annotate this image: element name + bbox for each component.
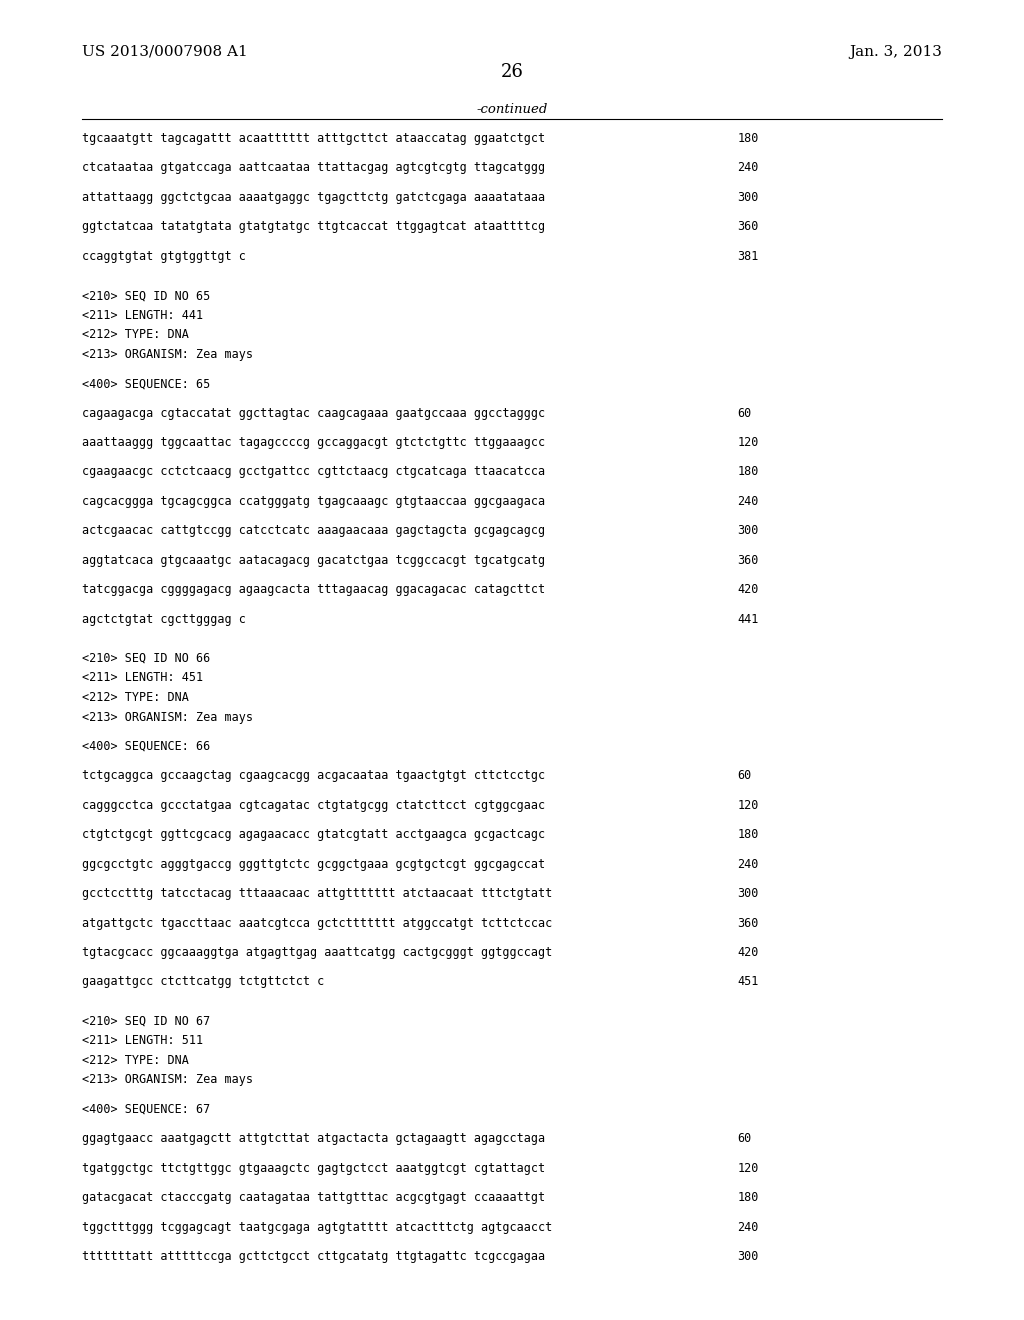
Text: <210> SEQ ID NO 65: <210> SEQ ID NO 65 xyxy=(82,289,210,302)
Text: 240: 240 xyxy=(737,161,759,174)
Text: Jan. 3, 2013: Jan. 3, 2013 xyxy=(849,45,942,59)
Text: 360: 360 xyxy=(737,220,759,234)
Text: tgcaaatgtt tagcagattt acaatttttt atttgcttct ataaccatag ggaatctgct: tgcaaatgtt tagcagattt acaatttttt atttgct… xyxy=(82,132,545,145)
Text: <210> SEQ ID NO 67: <210> SEQ ID NO 67 xyxy=(82,1015,210,1028)
Text: 60: 60 xyxy=(737,407,752,420)
Text: <400> SEQUENCE: 65: <400> SEQUENCE: 65 xyxy=(82,378,210,391)
Text: 26: 26 xyxy=(501,63,523,82)
Text: 60: 60 xyxy=(737,1133,752,1146)
Text: tggctttggg tcggagcagt taatgcgaga agtgtatttt atcactttctg agtgcaacct: tggctttggg tcggagcagt taatgcgaga agtgtat… xyxy=(82,1221,552,1234)
Text: <213> ORGANISM: Zea mays: <213> ORGANISM: Zea mays xyxy=(82,710,253,723)
Text: attattaagg ggctctgcaa aaaatgaggc tgagcttctg gatctcgaga aaaatataaa: attattaagg ggctctgcaa aaaatgaggc tgagctt… xyxy=(82,191,545,203)
Text: atgattgctc tgaccttaac aaatcgtcca gctcttttttt atggccatgt tcttctccac: atgattgctc tgaccttaac aaatcgtcca gctcttt… xyxy=(82,916,552,929)
Text: 360: 360 xyxy=(737,553,759,566)
Text: ctgtctgcgt ggttcgcacg agagaacacc gtatcgtatt acctgaagca gcgactcagc: ctgtctgcgt ggttcgcacg agagaacacc gtatcgt… xyxy=(82,828,545,841)
Text: -continued: -continued xyxy=(476,103,548,116)
Text: 120: 120 xyxy=(737,1162,759,1175)
Text: tgtacgcacc ggcaaaggtga atgagttgag aaattcatgg cactgcgggt ggtggccagt: tgtacgcacc ggcaaaggtga atgagttgag aaattc… xyxy=(82,946,552,960)
Text: 451: 451 xyxy=(737,975,759,989)
Text: 381: 381 xyxy=(737,249,759,263)
Text: ggagtgaacc aaatgagctt attgtcttat atgactacta gctagaagtt agagcctaga: ggagtgaacc aaatgagctt attgtcttat atgacta… xyxy=(82,1133,545,1146)
Text: tatcggacga cggggagacg agaagcacta tttagaacag ggacagacac catagcttct: tatcggacga cggggagacg agaagcacta tttagaa… xyxy=(82,583,545,597)
Text: tctgcaggca gccaagctag cgaagcacgg acgacaataa tgaactgtgt cttctcctgc: tctgcaggca gccaagctag cgaagcacgg acgacaa… xyxy=(82,770,545,783)
Text: <211> LENGTH: 441: <211> LENGTH: 441 xyxy=(82,309,203,322)
Text: aaattaaggg tggcaattac tagagccccg gccaggacgt gtctctgttc ttggaaagcc: aaattaaggg tggcaattac tagagccccg gccagga… xyxy=(82,436,545,449)
Text: 60: 60 xyxy=(737,770,752,783)
Text: gatacgacat ctacccgatg caatagataa tattgtttac acgcgtgagt ccaaaattgt: gatacgacat ctacccgatg caatagataa tattgtt… xyxy=(82,1191,545,1204)
Text: aggtatcaca gtgcaaatgc aatacagacg gacatctgaa tcggccacgt tgcatgcatg: aggtatcaca gtgcaaatgc aatacagacg gacatct… xyxy=(82,553,545,566)
Text: cgaagaacgc cctctcaacg gcctgattcc cgttctaacg ctgcatcaga ttaacatcca: cgaagaacgc cctctcaacg gcctgattcc cgttcta… xyxy=(82,466,545,478)
Text: ccaggtgtat gtgtggttgt c: ccaggtgtat gtgtggttgt c xyxy=(82,249,246,263)
Text: <211> LENGTH: 511: <211> LENGTH: 511 xyxy=(82,1035,203,1047)
Text: 180: 180 xyxy=(737,132,759,145)
Text: 360: 360 xyxy=(737,916,759,929)
Text: ggtctatcaa tatatgtata gtatgtatgc ttgtcaccat ttggagtcat ataattttcg: ggtctatcaa tatatgtata gtatgtatgc ttgtcac… xyxy=(82,220,545,234)
Text: actcgaacac cattgtccgg catcctcatc aaagaacaaa gagctagcta gcgagcagcg: actcgaacac cattgtccgg catcctcatc aaagaac… xyxy=(82,524,545,537)
Text: ggcgcctgtc agggtgaccg gggttgtctc gcggctgaaa gcgtgctcgt ggcgagccat: ggcgcctgtc agggtgaccg gggttgtctc gcggctg… xyxy=(82,858,545,871)
Text: 300: 300 xyxy=(737,1250,759,1263)
Text: 120: 120 xyxy=(737,799,759,812)
Text: ctcataataa gtgatccaga aattcaataa ttattacgag agtcgtcgtg ttagcatggg: ctcataataa gtgatccaga aattcaataa ttattac… xyxy=(82,161,545,174)
Text: tttttttatt atttttccga gcttctgcct cttgcatatg ttgtagattc tcgccgagaa: tttttttatt atttttccga gcttctgcct cttgcat… xyxy=(82,1250,545,1263)
Text: 240: 240 xyxy=(737,495,759,508)
Text: US 2013/0007908 A1: US 2013/0007908 A1 xyxy=(82,45,248,59)
Text: <210> SEQ ID NO 66: <210> SEQ ID NO 66 xyxy=(82,652,210,665)
Text: 180: 180 xyxy=(737,1191,759,1204)
Text: cagaagacga cgtaccatat ggcttagtac caagcagaaa gaatgccaaa ggcctagggc: cagaagacga cgtaccatat ggcttagtac caagcag… xyxy=(82,407,545,420)
Text: 420: 420 xyxy=(737,583,759,597)
Text: cagcacggga tgcagcggca ccatgggatg tgagcaaagc gtgtaaccaa ggcgaagaca: cagcacggga tgcagcggca ccatgggatg tgagcaa… xyxy=(82,495,545,508)
Text: <213> ORGANISM: Zea mays: <213> ORGANISM: Zea mays xyxy=(82,1073,253,1086)
Text: 180: 180 xyxy=(737,466,759,478)
Text: 120: 120 xyxy=(737,436,759,449)
Text: agctctgtat cgcttgggag c: agctctgtat cgcttgggag c xyxy=(82,612,246,626)
Text: <212> TYPE: DNA: <212> TYPE: DNA xyxy=(82,690,188,704)
Text: 240: 240 xyxy=(737,858,759,871)
Text: 300: 300 xyxy=(737,524,759,537)
Text: 180: 180 xyxy=(737,828,759,841)
Text: gaagattgcc ctcttcatgg tctgttctct c: gaagattgcc ctcttcatgg tctgttctct c xyxy=(82,975,325,989)
Text: 420: 420 xyxy=(737,946,759,960)
Text: <213> ORGANISM: Zea mays: <213> ORGANISM: Zea mays xyxy=(82,347,253,360)
Text: <212> TYPE: DNA: <212> TYPE: DNA xyxy=(82,329,188,341)
Text: 300: 300 xyxy=(737,887,759,900)
Text: <400> SEQUENCE: 67: <400> SEQUENCE: 67 xyxy=(82,1102,210,1115)
Text: cagggcctca gccctatgaa cgtcagatac ctgtatgcgg ctatcttcct cgtggcgaac: cagggcctca gccctatgaa cgtcagatac ctgtatg… xyxy=(82,799,545,812)
Text: 240: 240 xyxy=(737,1221,759,1234)
Text: 300: 300 xyxy=(737,191,759,203)
Text: gcctcctttg tatcctacag tttaaacaac attgttttttt atctaacaat tttctgtatt: gcctcctttg tatcctacag tttaaacaac attgttt… xyxy=(82,887,552,900)
Text: <400> SEQUENCE: 66: <400> SEQUENCE: 66 xyxy=(82,741,210,752)
Text: tgatggctgc ttctgttggc gtgaaagctc gagtgctcct aaatggtcgt cgtattagct: tgatggctgc ttctgttggc gtgaaagctc gagtgct… xyxy=(82,1162,545,1175)
Text: 441: 441 xyxy=(737,612,759,626)
Text: <211> LENGTH: 451: <211> LENGTH: 451 xyxy=(82,672,203,685)
Text: <212> TYPE: DNA: <212> TYPE: DNA xyxy=(82,1053,188,1067)
